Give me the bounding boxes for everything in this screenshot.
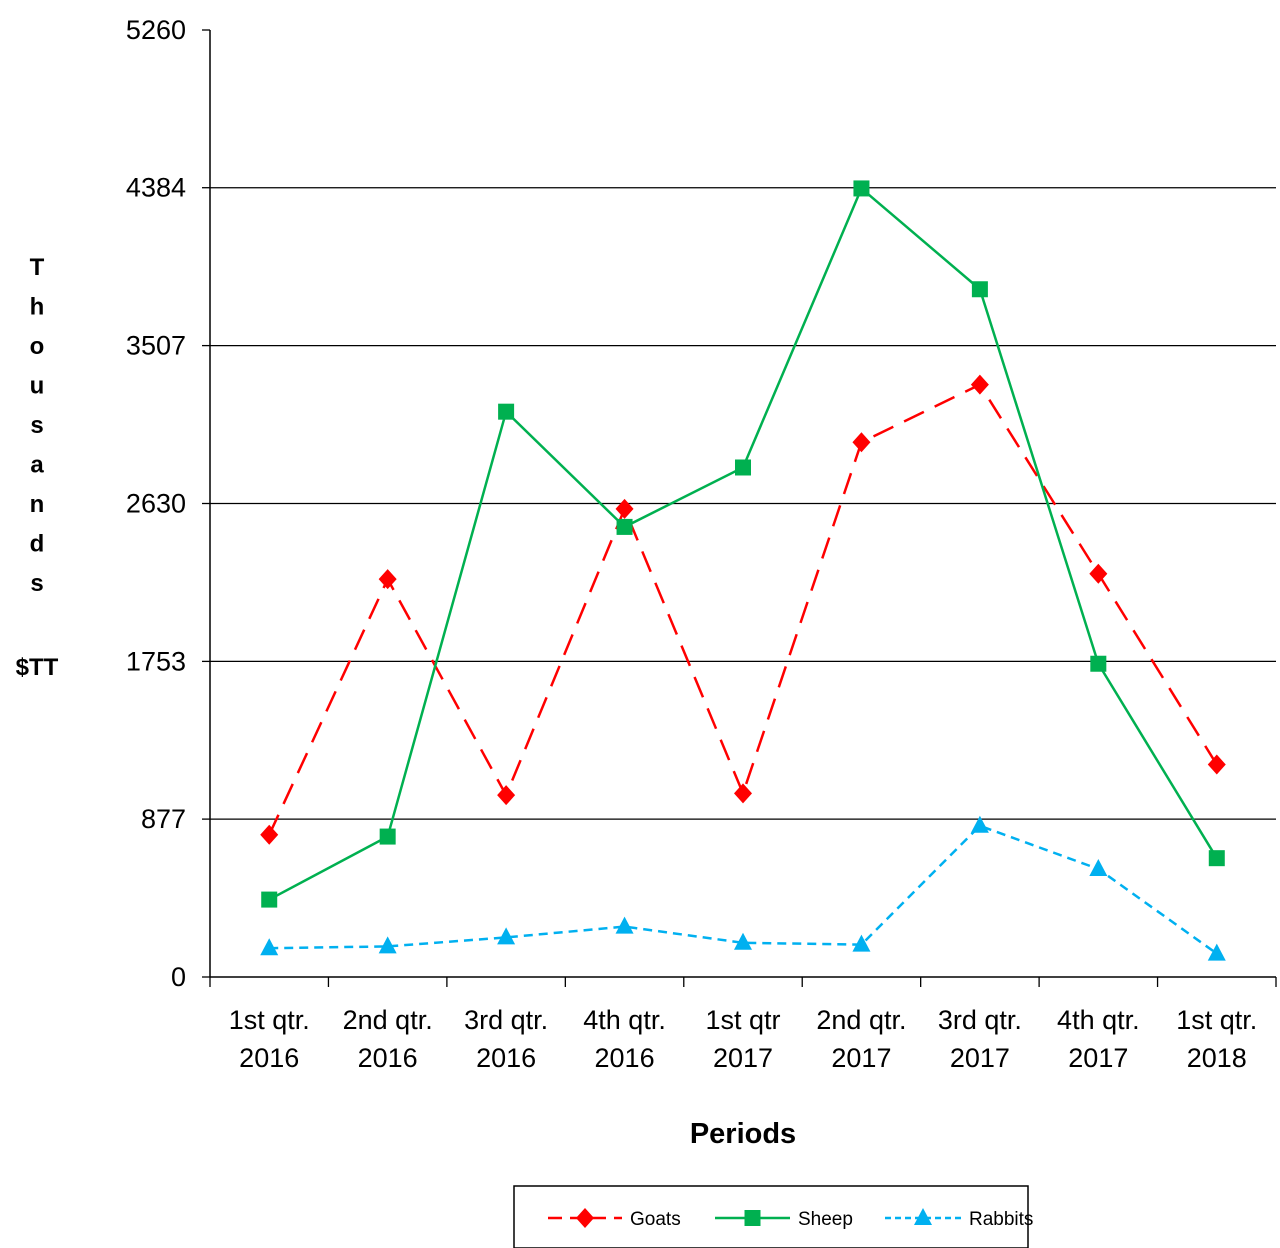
- y-tick-label: 0: [171, 962, 186, 992]
- series-sheep-point: [261, 891, 278, 908]
- series-sheep-point: [853, 180, 870, 197]
- series-sheep-point: [498, 403, 515, 420]
- x-tick-label: 4th qtr. 2016: [583, 1005, 666, 1073]
- x-tick-label: 2nd qtr. 2016: [343, 1005, 433, 1073]
- x-tick-label: 3rd qtr. 2016: [464, 1005, 548, 1073]
- legend: Goats Sheep Rabbits: [513, 1185, 1033, 1248]
- series-rabbits-point: [260, 938, 279, 956]
- series-goats-point: [1207, 754, 1226, 775]
- y-axis-ticks: 0 877 1753 2630 3507 4384 5260: [126, 15, 210, 992]
- series-goats-point: [1089, 563, 1108, 584]
- series-goats-point: [260, 824, 279, 845]
- series-goats-point: [615, 498, 634, 519]
- series-rabbits-point: [378, 936, 397, 954]
- series-goats-point: [734, 783, 752, 804]
- series-rabbits: [260, 815, 1226, 961]
- legend-item-rabbits: Rabbits: [885, 1208, 1033, 1230]
- series-sheep-point: [379, 828, 396, 845]
- series-rabbits-point: [1089, 858, 1108, 876]
- series-goats: [260, 374, 1226, 845]
- x-tick-label: 2nd qtr. 2017: [816, 1005, 906, 1073]
- y-tick-label: 3507: [126, 331, 186, 361]
- series-goats-point: [852, 432, 871, 453]
- series-sheep-point: [735, 459, 751, 476]
- legend-marker-rabbits: [914, 1208, 932, 1225]
- legend-label-sheep: Sheep: [798, 1209, 853, 1230]
- series-rabbits-line: [269, 824, 1218, 955]
- series-group: [260, 180, 1226, 961]
- y-tick-label: 877: [141, 804, 186, 834]
- series-rabbits-point: [1207, 943, 1226, 961]
- series-rabbits-point: [734, 932, 752, 950]
- x-axis-label: Periods: [690, 1118, 796, 1150]
- y-tick-label: 5260: [126, 15, 186, 45]
- x-tick-label: 1st qtr. 2016: [229, 1005, 310, 1073]
- series-goats-point: [497, 785, 516, 806]
- series-rabbits-point: [970, 815, 989, 833]
- x-tick-label: 1st qtr 2017: [705, 1005, 780, 1073]
- legend-item-sheep: Sheep: [715, 1209, 853, 1230]
- legend-marker-sheep: [744, 1210, 761, 1226]
- gridlines: [210, 187, 1276, 820]
- series-goats-line: [268, 383, 1218, 836]
- series-sheep-point: [616, 518, 633, 535]
- legend-label-goats: Goats: [630, 1209, 681, 1230]
- y-axis-unit: $TT: [16, 654, 59, 681]
- x-tick-label: 3rd qtr. 2017: [938, 1005, 1022, 1073]
- legend-marker-goats: [576, 1208, 594, 1228]
- y-tick-label: 4384: [126, 173, 186, 203]
- y-tick-label: 1753: [126, 646, 186, 676]
- series-sheep-point: [971, 281, 988, 298]
- y-tick-label: 2630: [126, 489, 186, 519]
- legend-label-rabbits: Rabbits: [969, 1209, 1033, 1230]
- series-sheep-point: [1208, 850, 1225, 867]
- series-goats-point: [378, 569, 397, 590]
- x-tick-label: 1st qtr. 2018: [1176, 1005, 1257, 1073]
- series-rabbits-point: [497, 927, 516, 945]
- x-tick-label: 4th qtr. 2017: [1057, 1005, 1140, 1073]
- series-sheep-point: [1090, 655, 1107, 672]
- series-rabbits-point: [615, 916, 634, 934]
- series-rabbits-point: [852, 934, 871, 952]
- legend-item-goats: Goats: [548, 1208, 681, 1230]
- x-axis-ticks: 1st qtr. 2016 2nd qtr. 2016 3rd qtr. 2016 4th …: [209, 977, 1277, 1073]
- series-sheep: [261, 180, 1225, 908]
- series-goats-point: [970, 374, 989, 395]
